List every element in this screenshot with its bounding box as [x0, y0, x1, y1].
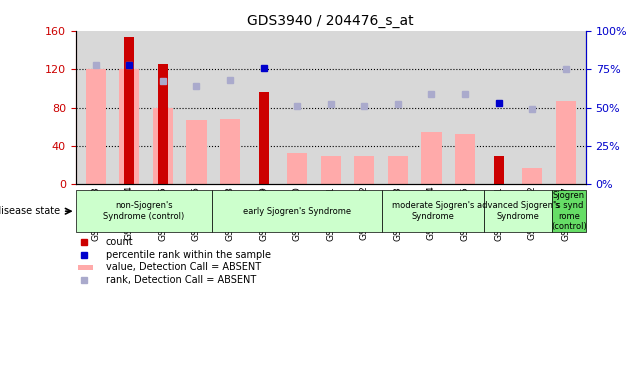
Bar — [153, 108, 173, 184]
Text: moderate Sjogren's
Syndrome: moderate Sjogren's Syndrome — [392, 202, 474, 221]
Bar — [77, 265, 93, 270]
Bar — [484, 190, 552, 232]
Bar — [158, 64, 168, 184]
Bar — [493, 156, 503, 184]
Bar — [421, 131, 442, 184]
Bar — [354, 156, 374, 184]
Bar — [287, 152, 307, 184]
Bar — [556, 101, 576, 184]
Text: value, Detection Call = ABSENT: value, Detection Call = ABSENT — [106, 262, 261, 272]
Bar — [119, 69, 139, 184]
Text: advanced Sjogren's
Syndrome: advanced Sjogren's Syndrome — [476, 202, 559, 221]
Text: rank, Detection Call = ABSENT: rank, Detection Call = ABSENT — [106, 275, 256, 285]
Text: early Sjogren's Syndrome: early Sjogren's Syndrome — [243, 207, 351, 216]
Text: percentile rank within the sample: percentile rank within the sample — [106, 250, 271, 260]
Bar — [186, 120, 207, 184]
Bar — [388, 157, 408, 184]
Bar — [212, 190, 382, 232]
Bar — [124, 37, 134, 184]
Text: count: count — [106, 237, 134, 247]
Bar — [522, 168, 542, 184]
Text: non-Sjogren's
Syndrome (control): non-Sjogren's Syndrome (control) — [103, 202, 184, 221]
Bar — [321, 157, 341, 184]
Text: disease state: disease state — [0, 206, 60, 216]
Bar — [76, 190, 212, 232]
Bar — [220, 119, 240, 184]
Bar — [258, 92, 268, 184]
Text: Sjogren
's synd
rome
(control): Sjogren 's synd rome (control) — [551, 191, 587, 231]
Bar — [455, 134, 475, 184]
Bar — [86, 69, 106, 184]
Bar — [382, 190, 484, 232]
Title: GDS3940 / 204476_s_at: GDS3940 / 204476_s_at — [248, 14, 414, 28]
Bar — [552, 190, 586, 232]
